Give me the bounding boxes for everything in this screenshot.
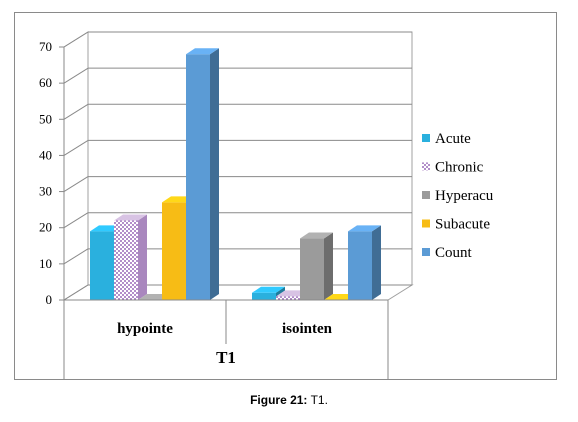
y-tick-label: 50 — [39, 111, 52, 126]
bar-front — [90, 231, 114, 300]
gridline-side — [63, 212, 89, 229]
legend-entry-chronic: Chronic — [422, 160, 484, 176]
bar-front — [300, 238, 324, 300]
gridline-side — [63, 31, 89, 48]
x-category-label: isointen — [282, 321, 333, 337]
side-wall — [63, 31, 89, 301]
legend-swatch — [422, 134, 430, 142]
gridline-side — [63, 67, 89, 84]
gridline-side — [63, 248, 89, 265]
bar-side — [372, 225, 381, 300]
bar-count-hypointe — [186, 48, 219, 300]
caption-text: T1. — [310, 393, 328, 407]
bar-side — [324, 232, 333, 300]
legend-swatch — [422, 219, 430, 228]
y-tick-label: 10 — [39, 256, 52, 271]
legend-entry-subacute: Subacute — [422, 217, 490, 233]
x-group-label: T1 — [216, 348, 236, 367]
bar-top — [114, 214, 147, 221]
y-tick-label: 20 — [39, 220, 52, 235]
bar-front — [162, 202, 186, 300]
bar-top — [252, 286, 285, 293]
legend-label: Subacute — [435, 217, 490, 233]
bar-front — [114, 220, 138, 300]
legend-label: Acute — [435, 131, 471, 147]
legend-entry-acute: Acute — [422, 131, 471, 147]
bar-front — [186, 54, 210, 300]
bar-count-isointen — [348, 225, 381, 300]
caption-label: Figure 21: — [250, 393, 308, 407]
y-tick-label: 60 — [39, 75, 52, 90]
bar-front — [276, 296, 300, 300]
bar-hyperacu-isointen — [300, 232, 333, 300]
bar-front — [348, 231, 372, 300]
x-category-label: hypointe — [117, 321, 173, 337]
bar-chart: 0 10 20 30 40 50 60 70 hypointe isointen T1 Acute… — [39, 31, 494, 380]
y-tick-label: 70 — [39, 39, 52, 54]
legend-entry-hyperacu: Hyperacu — [422, 188, 494, 204]
y-tick-label: 0 — [46, 292, 53, 307]
legend-swatch — [422, 248, 430, 256]
legend-label: Chronic — [435, 160, 484, 176]
legend-swatch — [422, 162, 430, 171]
gridline-side — [63, 103, 89, 120]
bar-side — [210, 48, 219, 300]
bar-side — [138, 214, 147, 300]
figure-caption: Figure 21: T1. — [0, 393, 578, 407]
legend-label: Hyperacu — [435, 188, 494, 204]
bar-top — [348, 225, 381, 232]
gridline-side — [63, 284, 89, 301]
bar-front — [252, 292, 276, 300]
bar-chronic-hypointe — [114, 214, 147, 300]
legend-label: Count — [435, 245, 473, 261]
bar-top — [300, 232, 333, 239]
gridline-side — [63, 176, 89, 192]
legend-entry-count: Count — [422, 245, 473, 261]
gridline-side — [63, 140, 89, 156]
y-tick-label: 30 — [39, 184, 52, 199]
y-tick-label: 40 — [39, 147, 52, 162]
legend-swatch — [422, 191, 430, 199]
bar-top — [186, 48, 219, 55]
